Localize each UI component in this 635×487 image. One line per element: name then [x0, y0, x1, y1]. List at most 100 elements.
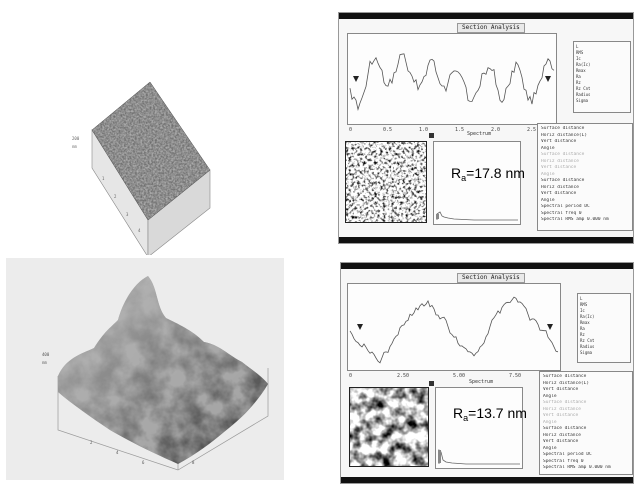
x-tick: 2.0 — [491, 127, 501, 133]
measurement-info-box: Surface distance Horiz distance(L) Vert … — [539, 371, 633, 475]
info-row: Horiz distance(L) — [543, 380, 590, 386]
svg-text:4: 4 — [116, 450, 119, 455]
section-analysis-screen-top: Section Analysis 0 0.5 1.0 1.5 2.0 2.5 L… — [338, 12, 634, 244]
spectrum-curve — [436, 211, 518, 221]
ra-number: =17.8 nm — [466, 165, 525, 181]
stat-label: Rmax — [576, 68, 586, 73]
spectrum-curve — [438, 449, 520, 465]
x-tick: 1.5 — [455, 127, 465, 133]
ra-subscript: a — [461, 173, 467, 183]
stat-label: L — [580, 296, 583, 301]
ra-symbol: R — [451, 165, 462, 181]
info-row: Surface distance — [543, 426, 587, 431]
info-row: Vert distance — [541, 191, 577, 196]
info-row: Horiz distance — [543, 432, 581, 438]
afm-3d-surface-top-image: 200 nm 1 2 3 4 — [72, 81, 211, 259]
svg-text:8: 8 — [192, 460, 195, 465]
x-tick: 1.0 — [419, 127, 429, 133]
stat-label: Ic — [580, 308, 585, 313]
info-row: Surface distance — [541, 126, 585, 131]
stat-label: Ra — [580, 326, 585, 331]
spectrum-title: Spectrum — [469, 379, 494, 385]
roughness-stats-box: L RMS Ic Ra(Ic) Rmax Ra Rz Rz Cnt Radius… — [573, 41, 631, 113]
section-analysis-title: Section Analysis — [457, 23, 525, 33]
afm-image-thumbnail[interactable] — [345, 141, 427, 223]
stat-label: Sigma — [576, 98, 589, 103]
section-profile-plot — [347, 33, 557, 125]
section-analysis-title: Section Analysis — [457, 273, 525, 283]
x-tick: 0 — [349, 127, 353, 133]
spectrum-title: Spectrum — [467, 131, 492, 137]
info-row: Angle — [543, 419, 557, 425]
section-analysis-screen-bottom: Section Analysis 0 2.50 5.00 7.50 L RMS … — [340, 262, 634, 484]
svg-text:4: 4 — [138, 228, 141, 233]
profile-trace — [349, 53, 555, 111]
info-row: Horiz distance — [541, 184, 579, 190]
info-row: Surface distance — [543, 374, 587, 379]
info-row: Spectral freq 0 — [541, 210, 582, 216]
svg-text:200: 200 — [72, 136, 80, 141]
svg-text:6: 6 — [142, 460, 145, 465]
afm-image-thumbnail[interactable] — [349, 387, 429, 467]
menu-bar[interactable] — [341, 263, 633, 269]
info-row: Vert distance — [543, 413, 579, 418]
cursor-marker[interactable] — [545, 76, 551, 82]
stat-label: Ra(Ic) — [576, 62, 591, 67]
stat-label: Radius — [580, 344, 595, 349]
info-row: Surface distance — [541, 178, 585, 183]
svg-text:2: 2 — [114, 194, 117, 199]
menu-bar[interactable] — [339, 13, 633, 19]
stat-label: L — [576, 44, 579, 49]
section-profile-plot — [347, 283, 561, 371]
afm-thumbnail-image — [350, 388, 428, 466]
info-row: Vert distance — [541, 165, 577, 170]
info-row: Spectral period DC — [541, 204, 590, 209]
info-row: Spectral RMS amp 0.000 nm — [541, 217, 609, 222]
x-tick: 2.5 — [527, 127, 537, 133]
afm-3d-surface-bottom: 400 nm 2 4 6 8 — [6, 258, 284, 480]
x-tick: 7.50 — [509, 373, 522, 379]
cursor-marker[interactable] — [357, 324, 363, 330]
afm-3d-surface-bottom-image: 400 nm 2 4 6 8 — [42, 276, 269, 471]
cursor-marker[interactable] — [547, 324, 553, 330]
status-bar[interactable] — [341, 477, 633, 483]
stat-label: RMS — [576, 50, 584, 55]
status-bar[interactable] — [339, 237, 633, 243]
stat-label: Ra — [576, 74, 581, 79]
spectrum-plot — [433, 141, 521, 225]
info-row: Vert distance — [541, 139, 577, 144]
stat-label: Rz — [576, 80, 581, 85]
stat-label: Rz — [580, 332, 585, 337]
info-row: Vert distance — [543, 387, 579, 392]
info-row: Horiz distance — [541, 158, 579, 164]
stat-label: RMS — [580, 302, 588, 307]
afm-3d-surface-top: 200 nm 1 2 3 4 — [30, 60, 230, 259]
stat-label: Rmax — [580, 320, 590, 325]
thumb-cursor-marker[interactable] — [429, 381, 434, 386]
svg-text:400: 400 — [42, 352, 50, 357]
svg-text:nm: nm — [72, 144, 77, 149]
section-profile-line — [349, 296, 559, 364]
info-row: Angle — [541, 197, 555, 203]
thumb-cursor-marker[interactable] — [429, 133, 434, 138]
info-row: Surface distance — [541, 152, 585, 157]
svg-text:2: 2 — [90, 440, 93, 445]
info-row: Horiz distance — [543, 406, 581, 412]
ra-value-label: Ra=13.7 nm — [453, 405, 527, 423]
roughness-stats-box: L RMS Ic Ra(Ic) Rmax Ra Rz Rz Cnt Radius… — [577, 293, 631, 363]
cursor-marker[interactable] — [353, 76, 359, 82]
section-profile-line — [349, 53, 555, 111]
stat-label: Ic — [576, 56, 581, 61]
info-row: Angle — [541, 171, 555, 177]
x-tick: 0.5 — [383, 127, 393, 133]
x-tick: 2.50 — [397, 373, 410, 379]
stat-label: Sigma — [580, 350, 593, 355]
x-tick: 0 — [349, 373, 353, 379]
info-row: Angle — [541, 145, 555, 151]
svg-text:3: 3 — [126, 212, 129, 217]
info-row: Spectral freq 0 — [543, 458, 584, 464]
info-row: Vert distance — [543, 439, 579, 444]
stat-label: Rz Cnt — [576, 86, 591, 91]
ra-value-label: Ra=17.8 nm — [451, 165, 525, 183]
info-row: Angle — [543, 393, 557, 399]
